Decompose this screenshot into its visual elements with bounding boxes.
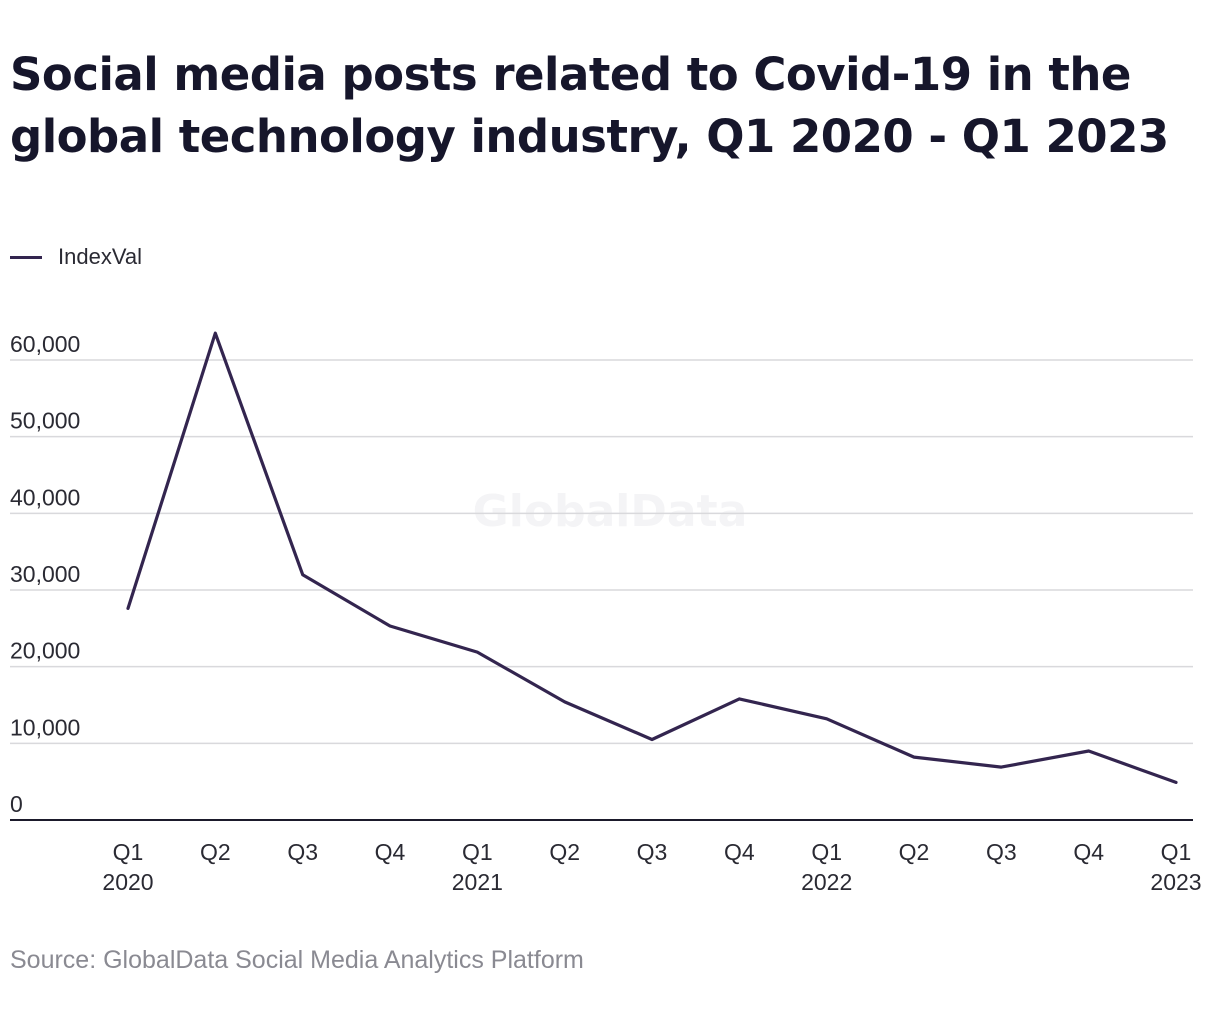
x-tick-year: 2020	[102, 869, 153, 895]
y-tick-label: 60,000	[10, 331, 80, 357]
legend: IndexVal	[10, 243, 142, 271]
y-tick-label: 40,000	[10, 484, 80, 510]
x-tick-quarter: Q2	[549, 839, 580, 865]
legend-swatch-line	[10, 255, 42, 259]
x-tick-quarter: Q3	[637, 839, 668, 865]
y-tick-label: 50,000	[10, 408, 80, 434]
x-tick-year: 2023	[1150, 869, 1201, 895]
source-note: Source: GlobalData Social Media Analytic…	[10, 946, 584, 974]
x-tick-quarter: Q4	[724, 839, 755, 865]
x-tick-quarter: Q3	[986, 839, 1017, 865]
series-line-indexval	[126, 331, 1178, 785]
y-tick-label: 0	[10, 791, 23, 817]
x-tick-quarter: Q2	[899, 839, 930, 865]
y-tick-label: 10,000	[10, 714, 80, 740]
y-tick-label: 20,000	[10, 638, 80, 664]
y-tick-label: 30,000	[10, 561, 80, 587]
x-tick-quarter: Q4	[375, 839, 406, 865]
x-tick-quarter: Q1	[462, 839, 493, 865]
legend-label: IndexVal	[58, 244, 142, 269]
x-tick-quarter: Q1	[811, 839, 842, 865]
x-tick-quarter: Q1	[1161, 839, 1192, 865]
watermark: GlobalData	[473, 486, 748, 537]
x-tick-quarter: Q1	[113, 839, 144, 865]
x-tick-quarter: Q2	[200, 839, 231, 865]
x-tick-year: 2022	[801, 869, 852, 895]
x-tick-year: 2021	[452, 869, 503, 895]
chart-title: Social media posts related to Covid-19 i…	[10, 48, 1169, 163]
x-tick-quarter: Q4	[1073, 839, 1104, 865]
x-tick-quarter: Q3	[287, 839, 318, 865]
